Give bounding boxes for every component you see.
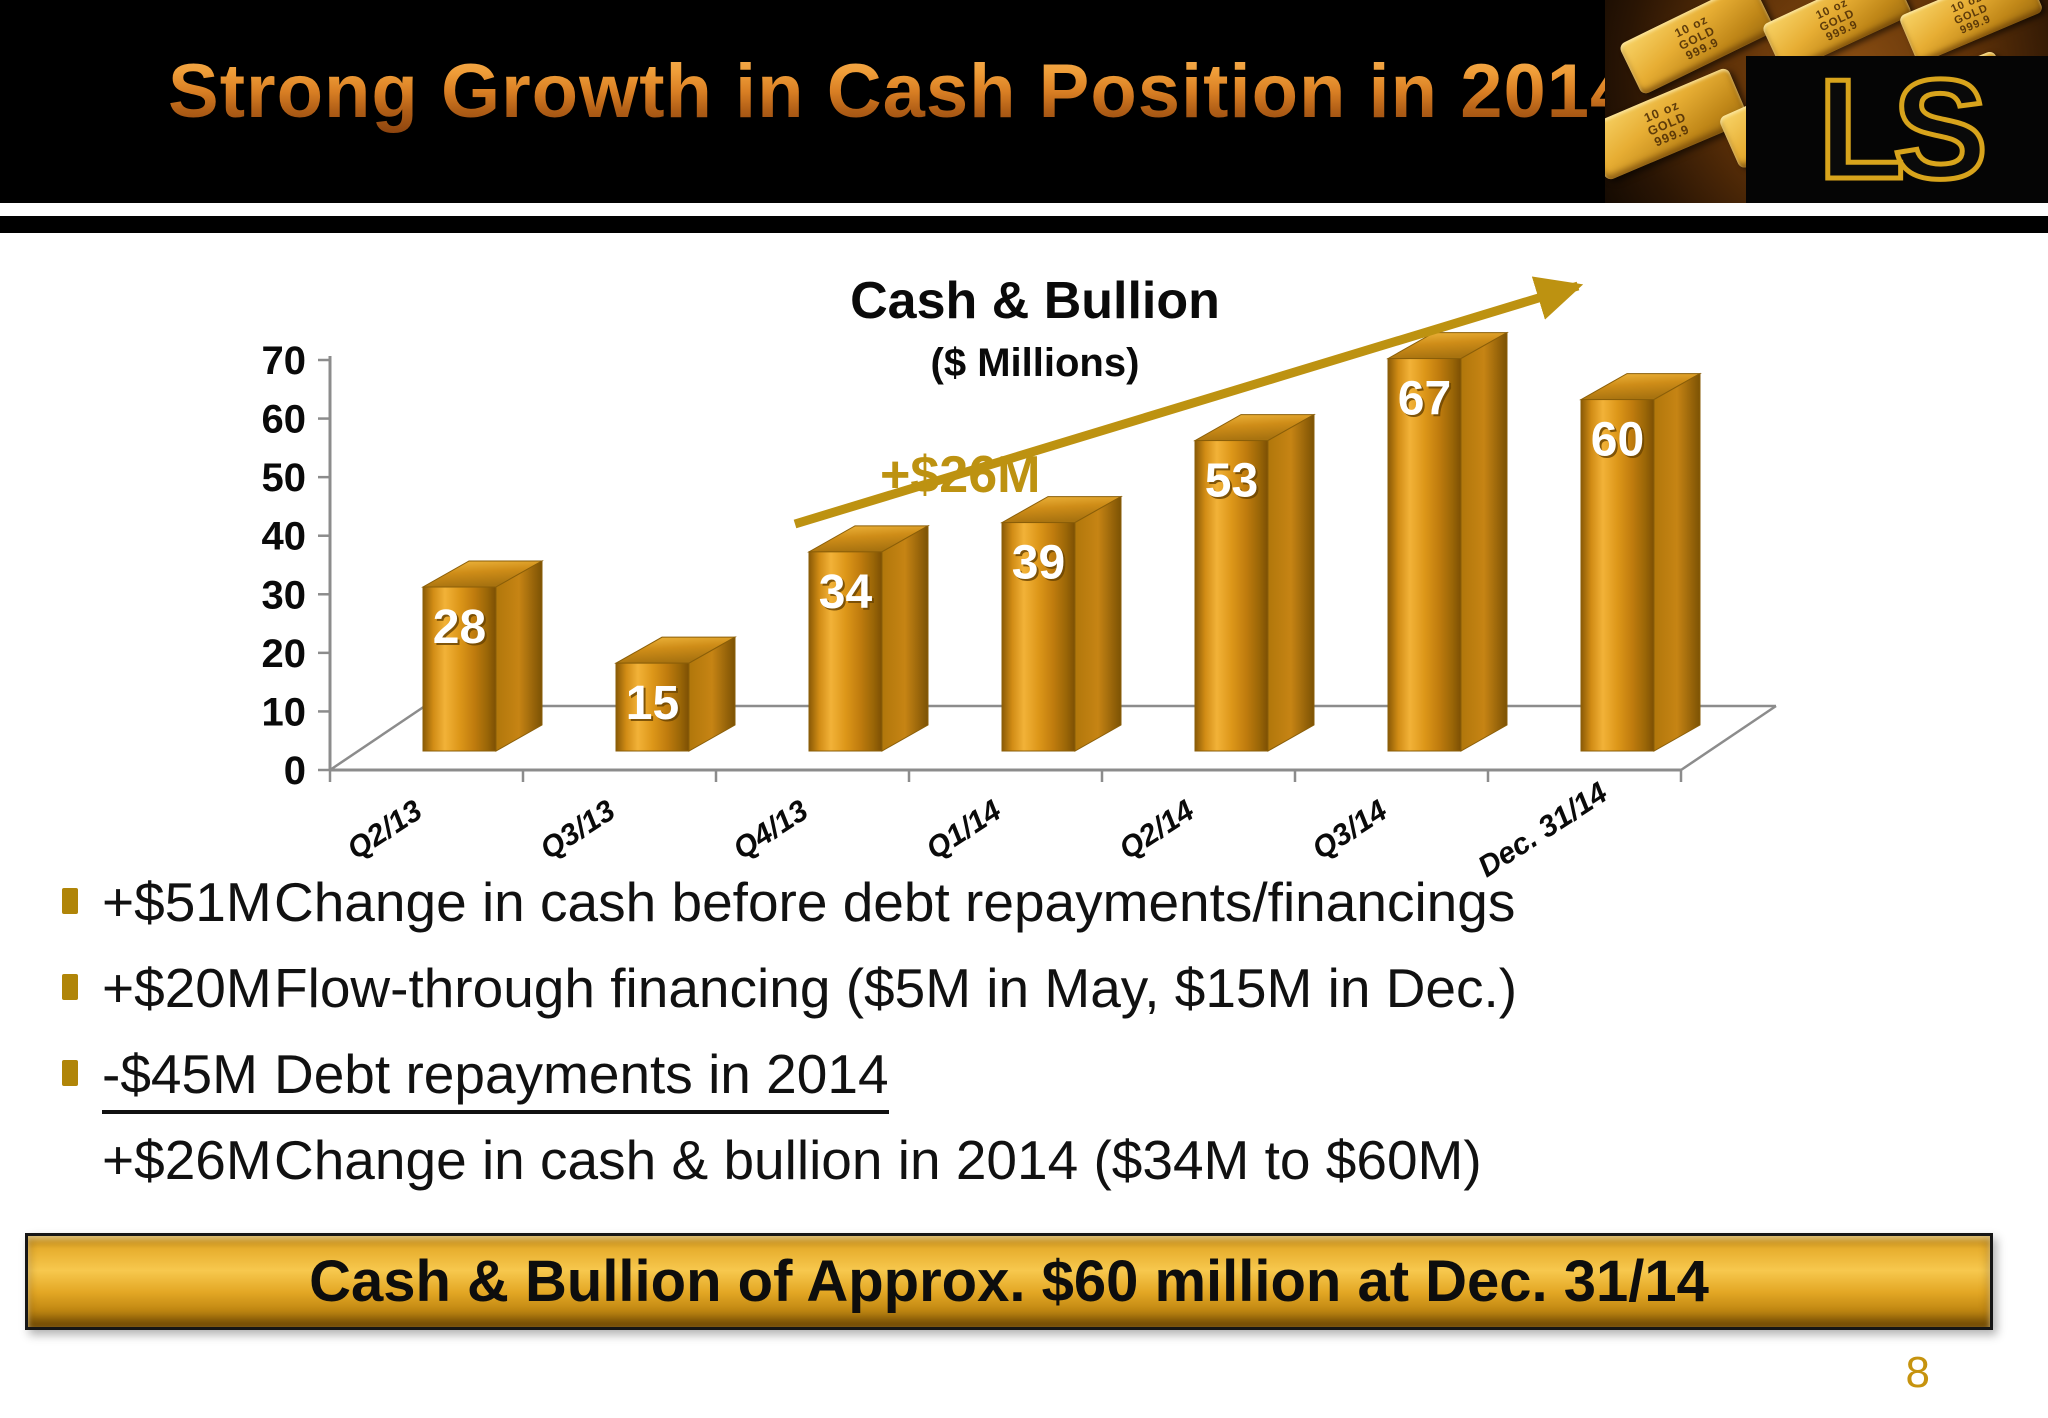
svg-text:15: 15 [626, 677, 679, 730]
svg-text:34: 34 [821, 568, 875, 621]
bullet-amount: -$45M [102, 1043, 258, 1105]
svg-text:10: 10 [262, 690, 307, 734]
svg-text:Q1/14: Q1/14 [921, 794, 1008, 866]
svg-text:70: 70 [262, 339, 307, 383]
chart-canvas: 0 10 20 30 40 50 60 70 Q2/13 Q3/13 Q4/13 Q1/14 Q2/14… [262, 272, 1777, 884]
svg-text:53: 53 [1205, 455, 1258, 508]
chart-title: Cash & Bullion [850, 272, 1220, 330]
bullet-row: +$26MChange in cash & bullion in 2014 ($… [62, 1130, 1992, 1216]
company-logo-text: LS [1816, 49, 1991, 209]
bullet-amount: +$51M [102, 871, 272, 933]
bullet-row: -$45M Debt repayments in 2014 [62, 1044, 1992, 1130]
svg-text:60: 60 [1591, 414, 1644, 467]
svg-text:39: 39 [1012, 537, 1065, 590]
bullet-square-icon [62, 888, 78, 914]
svg-text:Q3/14: Q3/14 [1307, 794, 1394, 866]
bullet-row: +$20MFlow-through financing ($5M in May,… [62, 958, 1992, 1044]
svg-text:67: 67 [1398, 373, 1451, 426]
bullet-row: +$51MChange in cash before debt repaymen… [62, 872, 1992, 958]
svg-text:60: 60 [262, 398, 307, 442]
svg-text:53: 53 [1207, 457, 1260, 510]
header-divider-gap [0, 203, 2048, 216]
bullet-content: +$20MFlow-through financing ($5M in May,… [102, 958, 1517, 1019]
bullet-text: Change in cash before debt repayments/fi… [274, 871, 1516, 933]
company-logo: LS [1746, 56, 2048, 203]
bullet-text: Change in cash & bullion in 2014 ($34M t… [274, 1129, 1482, 1191]
bullet-content: -$45M Debt repayments in 2014 [102, 1044, 889, 1114]
summary-banner: Cash & Bullion of Approx. $60 million at… [25, 1233, 1993, 1330]
bullet-amount: +$26M [102, 1129, 272, 1191]
svg-text:30: 30 [262, 573, 307, 617]
svg-text:40: 40 [262, 515, 307, 559]
svg-text:28: 28 [433, 601, 486, 654]
svg-text:Q4/13: Q4/13 [728, 794, 815, 866]
header-divider-stripe [0, 216, 2048, 233]
svg-text:39: 39 [1014, 539, 1067, 592]
svg-text:Q2/13: Q2/13 [342, 794, 429, 866]
chart-annotation: +$26M [880, 446, 1040, 504]
summary-banner-text: Cash & Bullion of Approx. $60 million at… [309, 1249, 1709, 1314]
svg-text:60: 60 [1593, 416, 1646, 469]
svg-text:67: 67 [1400, 375, 1453, 428]
svg-text:Q3/13: Q3/13 [535, 794, 622, 866]
slide-title: Strong Growth in Cash Position in 2014 [168, 49, 1634, 134]
bullet-text: Debt repayments in 2014 [274, 1043, 889, 1105]
bullet-content: +$51MChange in cash before debt repaymen… [102, 872, 1515, 933]
svg-text:Dec. 31/14: Dec. 31/14 [1472, 776, 1613, 884]
svg-text:50: 50 [262, 456, 307, 500]
bullet-square-icon [62, 974, 78, 1000]
svg-text:34: 34 [819, 566, 873, 619]
bullet-square-icon [62, 1060, 78, 1086]
bullet-list: +$51MChange in cash before debt repaymen… [62, 872, 1992, 1216]
svg-text:15: 15 [628, 679, 681, 732]
bullet-content: +$26MChange in cash & bullion in 2014 ($… [102, 1130, 1482, 1191]
svg-text:20: 20 [262, 632, 307, 676]
svg-text:0: 0 [284, 749, 306, 793]
bullet-text: Flow-through financing ($5M in May, $15M… [274, 957, 1518, 1019]
svg-text:28: 28 [435, 603, 488, 656]
cash-bullion-chart: 0 10 20 30 40 50 60 70 Q2/13 Q3/13 Q4/13 Q1/14 Q2/14… [180, 238, 1900, 888]
chart-subtitle: ($ Millions) [931, 341, 1140, 385]
header: Strong Growth in Cash Position in 2014 1… [0, 0, 2048, 203]
page-number: 8 [1905, 1348, 1930, 1397]
svg-text:Q2/14: Q2/14 [1114, 794, 1201, 866]
bullet-amount: +$20M [102, 957, 272, 1019]
